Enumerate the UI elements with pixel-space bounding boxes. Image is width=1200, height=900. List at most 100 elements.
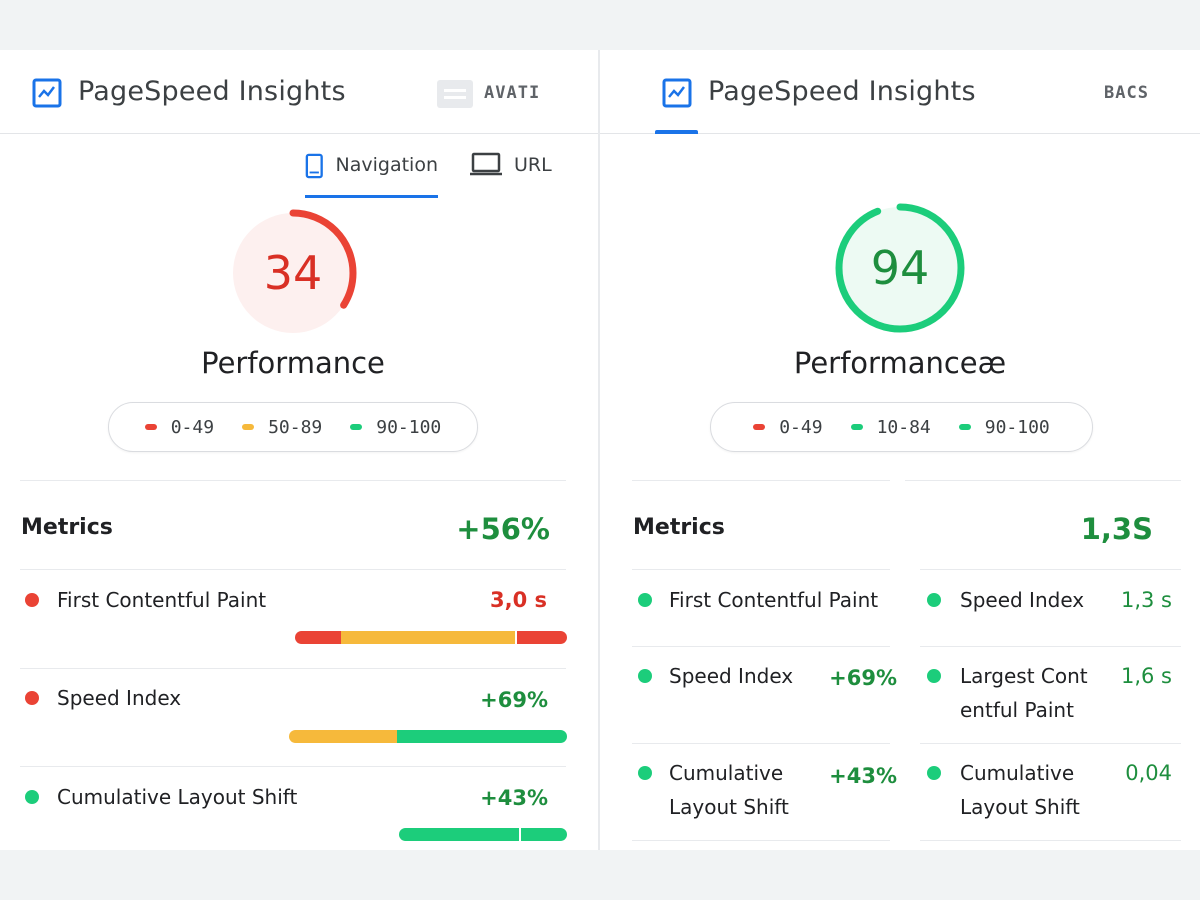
metric-distribution-bar (399, 828, 567, 841)
legend-red-swatch (753, 424, 766, 430)
tablet-icon (305, 153, 323, 179)
metric-value: +43% (480, 786, 548, 810)
legend-orange-swatch (242, 424, 255, 430)
metric-label-line1: Largest Cont (960, 664, 1088, 688)
metric-distribution-bar (289, 730, 567, 743)
divider (632, 646, 890, 647)
score-legend: 0-49 50-89 90-100 (108, 402, 478, 452)
bar-segment-orange (289, 730, 397, 743)
metric-label-line2: entful Paint (960, 698, 1074, 722)
divider (920, 840, 1181, 841)
brand-title: PageSpeed Insights (78, 76, 346, 107)
legend-label: 10-84 (876, 416, 931, 438)
legend-item: 50-89 (242, 417, 322, 438)
status-dot (927, 593, 941, 607)
metric-label-line2: Layout Shift (960, 795, 1080, 819)
legend-label: 90-100 (376, 416, 442, 438)
divider (905, 480, 1181, 481)
pagespeed-logo-icon (662, 78, 692, 108)
score-arc (229, 209, 357, 337)
performance-title: Performanceæ (793, 346, 1007, 380)
tab-navigation[interactable]: Navigation (305, 153, 438, 198)
legend-item: 90-100 (350, 417, 441, 438)
tab-url-label: URL (514, 154, 552, 176)
metric-distribution-bar (295, 631, 567, 644)
status-dot (638, 593, 652, 607)
status-dot (25, 790, 39, 804)
divider (20, 480, 566, 481)
score-legend: 0-49 10-84 90-100 (710, 402, 1093, 452)
legend-red-swatch (144, 424, 157, 430)
metric-value: +69% (829, 666, 897, 690)
status-dot (25, 593, 39, 607)
top-tag[interactable]: BACS (1104, 83, 1149, 103)
divider (920, 569, 1181, 570)
metric-label: First Contentful Paint (669, 588, 879, 612)
performance-gauge: 34 (226, 206, 360, 340)
divider (20, 766, 566, 767)
metrics-summary-value: 1,3S (1080, 512, 1153, 546)
brand-title: PageSpeed Insights (708, 76, 976, 107)
status-dot (927, 669, 941, 683)
legend-label: 90-100 (984, 416, 1050, 438)
legend-green-swatch (958, 424, 971, 430)
menu-icon[interactable] (437, 80, 473, 108)
divider (20, 668, 566, 669)
divider (920, 646, 1181, 647)
performance-title: Performance (201, 346, 385, 380)
metrics-title: Metrics (21, 515, 113, 540)
tab-navigation-label: Navigation (335, 154, 438, 176)
divider (632, 840, 890, 841)
metric-label: Speed Index (57, 686, 182, 710)
metric-label: Speed Index (960, 588, 1085, 612)
divider (632, 569, 890, 570)
bar-segment-green (397, 730, 567, 743)
bar-segment-red (517, 631, 567, 644)
legend-item: 10-84 (850, 416, 931, 438)
performance-gauge: 94 (832, 200, 968, 336)
legend-label: 50-89 (268, 416, 323, 438)
bar-segment-green (399, 828, 521, 841)
metric-label: Cumulative Layout Shift (57, 785, 298, 809)
metric-value: 1,6 s (1120, 664, 1172, 688)
tab-url[interactable]: URL (470, 152, 560, 198)
legend-item: 90-100 (958, 416, 1050, 438)
metric-label: First Contentful Paint (57, 588, 267, 612)
metric-label-line2: Layout Shift (669, 795, 789, 819)
metric-value: 1,3 s (1120, 588, 1172, 612)
bar-segment-orange (341, 631, 517, 644)
top-tag[interactable]: AVATI (484, 83, 541, 103)
score-arc (835, 203, 965, 333)
status-dot (638, 669, 652, 683)
score-value: 34 (263, 246, 323, 300)
legend-green-swatch (850, 424, 863, 430)
metric-label: Speed Index (669, 664, 794, 688)
metric-value: 0,04 (1125, 761, 1172, 785)
right-topbar: PageSpeed Insights BACS (600, 50, 1200, 134)
comparison-frame: PageSpeed Insights AVATI Navigation URL … (0, 50, 1200, 850)
legend-green-swatch (350, 424, 363, 430)
divider (632, 480, 890, 481)
metric-value: +43% (829, 764, 897, 788)
legend-item: 0-49 (753, 417, 823, 438)
pagespeed-logo-icon (32, 78, 62, 108)
score-value: 94 (870, 241, 930, 295)
status-dot (638, 766, 652, 780)
metric-value: 3,0 s (489, 588, 547, 612)
status-dot (927, 766, 941, 780)
divider (632, 743, 890, 744)
metric-value: +69% (480, 688, 548, 712)
legend-label: 0-49 (170, 416, 215, 438)
metrics-title: Metrics (633, 515, 725, 540)
bar-segment-red (295, 631, 341, 644)
bar-segment-green (521, 828, 567, 841)
status-dot (25, 691, 39, 705)
legend-item: 0-49 (144, 416, 215, 438)
laptop-icon (470, 152, 502, 176)
metrics-summary-value: +56% (456, 512, 550, 546)
left-topbar: PageSpeed Insights AVATI (0, 50, 598, 134)
right-report-panel: PageSpeed Insights BACS 94 Performanceæ … (600, 50, 1200, 850)
divider (20, 569, 566, 570)
metric-label-line1: Cumulative (960, 761, 1075, 785)
left-report-panel: PageSpeed Insights AVATI Navigation URL … (0, 50, 600, 850)
